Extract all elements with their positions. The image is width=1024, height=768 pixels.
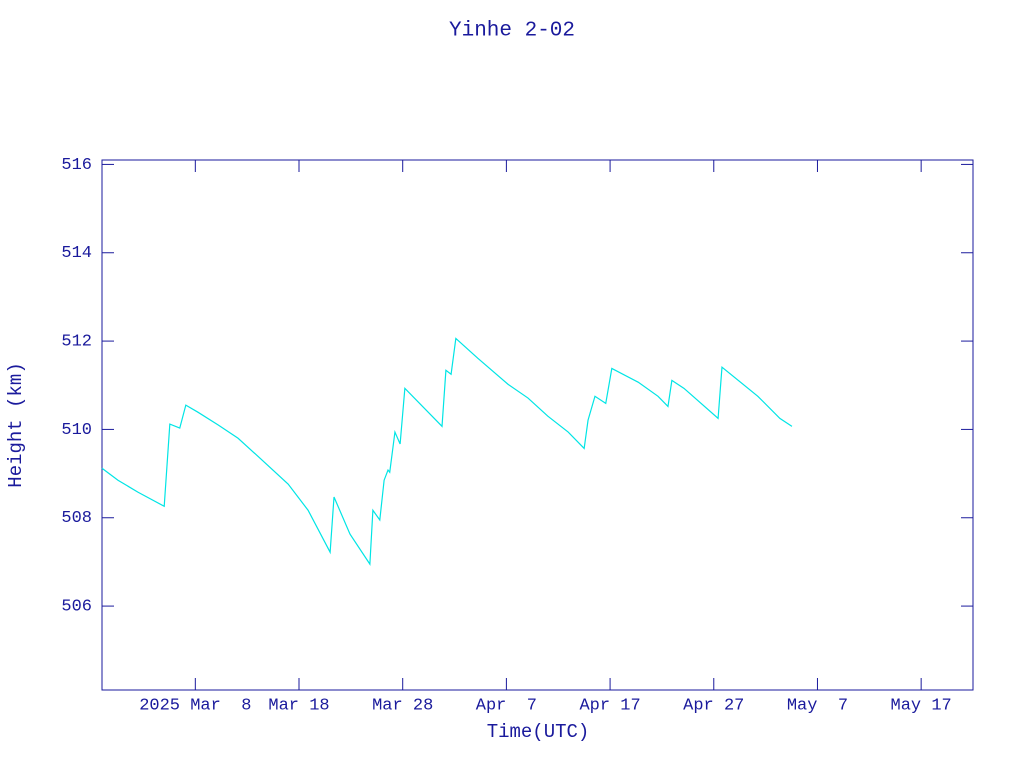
x-tick-label: May 7	[787, 696, 848, 715]
y-axis-label: Height (km)	[5, 362, 27, 487]
x-tick-label: Apr 7	[476, 696, 537, 715]
chart-title: Yinhe 2-02	[449, 20, 575, 43]
y-tick-label: 512	[61, 333, 92, 352]
x-tick-label: Apr 27	[683, 696, 744, 715]
y-tick-label: 514	[61, 244, 92, 263]
x-tick-label: 2025 Mar 8	[139, 696, 251, 715]
x-tick-label: Mar 18	[268, 696, 329, 715]
x-tick-label: Apr 17	[579, 696, 640, 715]
y-tick-label: 506	[61, 598, 92, 617]
x-tick-label: Mar 28	[372, 696, 433, 715]
x-axis-label: Time(UTC)	[487, 721, 590, 743]
y-tick-label: 510	[61, 421, 92, 440]
y-tick-label: 508	[61, 509, 92, 528]
data-line	[101, 337, 793, 566]
plot-frame	[101, 159, 974, 691]
x-tick-label: May 17	[891, 696, 952, 715]
y-tick-label: 516	[61, 156, 92, 175]
